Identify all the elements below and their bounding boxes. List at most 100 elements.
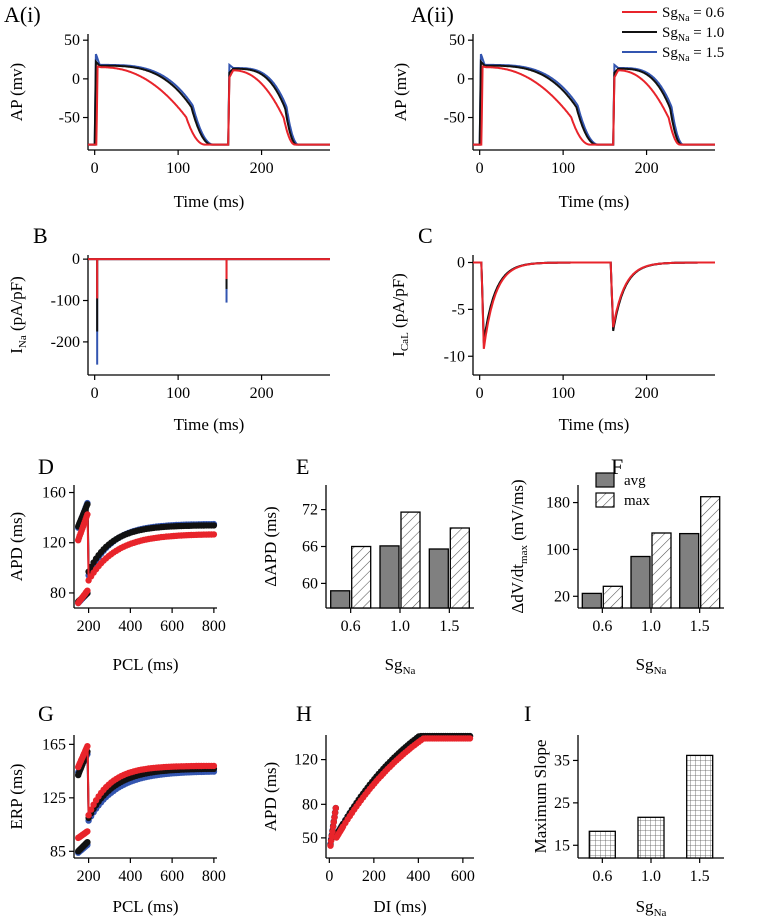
x-axis-label: Time (ms) (559, 415, 630, 434)
y-axis-label: INa (pA/pF) (7, 276, 29, 354)
data-point (84, 828, 91, 835)
bar-avg (581, 592, 602, 609)
x-tick-label: 200 (77, 618, 101, 635)
panel-E: 60 66 72 0.6 1.0 1.5 E SgNa ΔAPD (ms) (261, 454, 474, 677)
y-tick-label: -100 (51, 293, 80, 310)
panel-label: B (33, 223, 48, 248)
x-tick-label: 200 (77, 868, 101, 885)
bar-max (602, 585, 623, 609)
y-tick-label: 66 (302, 539, 318, 556)
panel-label: G (38, 701, 54, 726)
y-axis-label: APD (ms) (261, 762, 280, 831)
y-tick-label: 180 (546, 495, 570, 512)
data-point (210, 531, 218, 538)
y-axis-label: ΔAPD (ms) (261, 506, 280, 586)
y-axis-label: Maximum Slope (531, 740, 550, 854)
bar-maximum-slope (637, 816, 665, 859)
y-tick-label: 15 (554, 837, 570, 854)
bar-max (400, 511, 421, 609)
x-axis-label: PCL (ms) (113, 897, 179, 916)
panel-label: I (524, 701, 531, 726)
x-axis-label: Time (ms) (174, 192, 245, 211)
series-line (88, 58, 330, 146)
x-tick-label: 100 (551, 160, 575, 177)
bar-avg (428, 548, 449, 609)
panel-I: 15 25 35 0.6 1.0 1.5 I SgNa Maximum Slope (524, 701, 724, 919)
series-line (473, 261, 715, 349)
data-point (466, 735, 474, 742)
data-point (85, 812, 92, 819)
panel-G: 165 125 85 200 400 600 800 G PCL (ms) ERP (ms) (7, 701, 226, 916)
y-tick-label: 72 (302, 502, 318, 519)
x-tick-label: 100 (166, 160, 190, 177)
legend-entry-sg06: SgNa = 0.6 (662, 5, 725, 24)
y-tick-label: 160 (42, 485, 66, 502)
y-axis-label: AP (mv) (391, 63, 410, 121)
y-tick-label: 0 (72, 251, 80, 268)
series-line (88, 65, 330, 146)
y-tick-label: 25 (554, 795, 570, 812)
bar-maximum-slope (686, 754, 714, 859)
bar-avg (379, 545, 400, 609)
x-axis-label: Time (ms) (559, 192, 630, 211)
y-tick-label: 125 (42, 790, 66, 807)
series-line (473, 53, 715, 146)
panel-Aii: 50 0 -50 0 100 200 A(ii) Time (ms) AP (mv) (391, 2, 715, 211)
panel-Ai: 50 0 -50 0 100 200 A(i) Time (ms) AP (mv) (4, 2, 330, 211)
data-point (331, 809, 339, 816)
x-tick-label: 600 (160, 868, 184, 885)
x-tick-label: 0.6 (592, 618, 612, 635)
y-axis-label: ERP (ms) (7, 764, 26, 830)
x-axis-label: SgNa (385, 655, 416, 677)
y-axis-label: ICaL (pA/pF) (389, 273, 411, 357)
panel-label: C (418, 223, 433, 248)
y-tick-label: 0 (72, 71, 80, 88)
panel-label: E (296, 454, 309, 479)
data-point (84, 511, 91, 518)
y-tick-label: 120 (294, 752, 318, 769)
y-tick-label: 60 (302, 575, 318, 592)
legend-swatch-avg (595, 472, 615, 488)
y-tick-label: 0 (457, 255, 465, 272)
x-tick-label: 0 (91, 385, 99, 402)
bar-max (700, 496, 721, 609)
x-tick-label: 600 (160, 618, 184, 635)
data-point (84, 743, 91, 750)
y-axis-label: AP (mv) (7, 63, 26, 121)
panel-label: A(ii) (411, 2, 454, 27)
transition-line (86, 745, 90, 816)
x-tick-label: 0 (476, 385, 484, 402)
y-tick-label: 120 (42, 535, 66, 552)
data-point (327, 842, 334, 849)
legend-entry-sg10: SgNa = 1.0 (662, 25, 724, 44)
panel-C: 0 -5 -10 0 100 200 C Time (ms) ICaL (pA/pF) (389, 223, 715, 434)
bar-avg (330, 590, 351, 609)
data-point (331, 814, 338, 821)
x-tick-label: 800 (202, 618, 226, 635)
x-axis-label: PCL (ms) (113, 655, 179, 674)
x-axis-label: DI (ms) (373, 897, 426, 916)
data-point (330, 819, 337, 826)
x-tick-label: 200 (635, 385, 659, 402)
x-tick-label: 1.5 (690, 868, 710, 885)
panel-D: 160 120 80 200 400 600 800 D PCL (ms) APD (ms) (7, 454, 226, 674)
data-point (87, 806, 95, 813)
panel-label: D (38, 454, 54, 479)
x-tick-label: 1.0 (641, 868, 661, 885)
panel-label: A(i) (4, 2, 41, 27)
x-tick-label: 1.0 (390, 618, 410, 635)
y-tick-label: 50 (449, 32, 465, 49)
transition-line (86, 513, 90, 581)
x-tick-label: 200 (250, 160, 274, 177)
y-tick-label: 20 (554, 588, 570, 605)
bar-max (651, 532, 672, 609)
y-tick-label: 80 (302, 796, 318, 813)
y-tick-label: 35 (554, 752, 570, 769)
panel-B: 0 -100 -200 0 100 200 B Time (ms) INa (pA/pF) (7, 223, 330, 434)
data-point (210, 522, 218, 529)
x-tick-label: 400 (118, 618, 142, 635)
x-tick-label: 200 (250, 385, 274, 402)
x-tick-label: 1.5 (690, 618, 710, 635)
